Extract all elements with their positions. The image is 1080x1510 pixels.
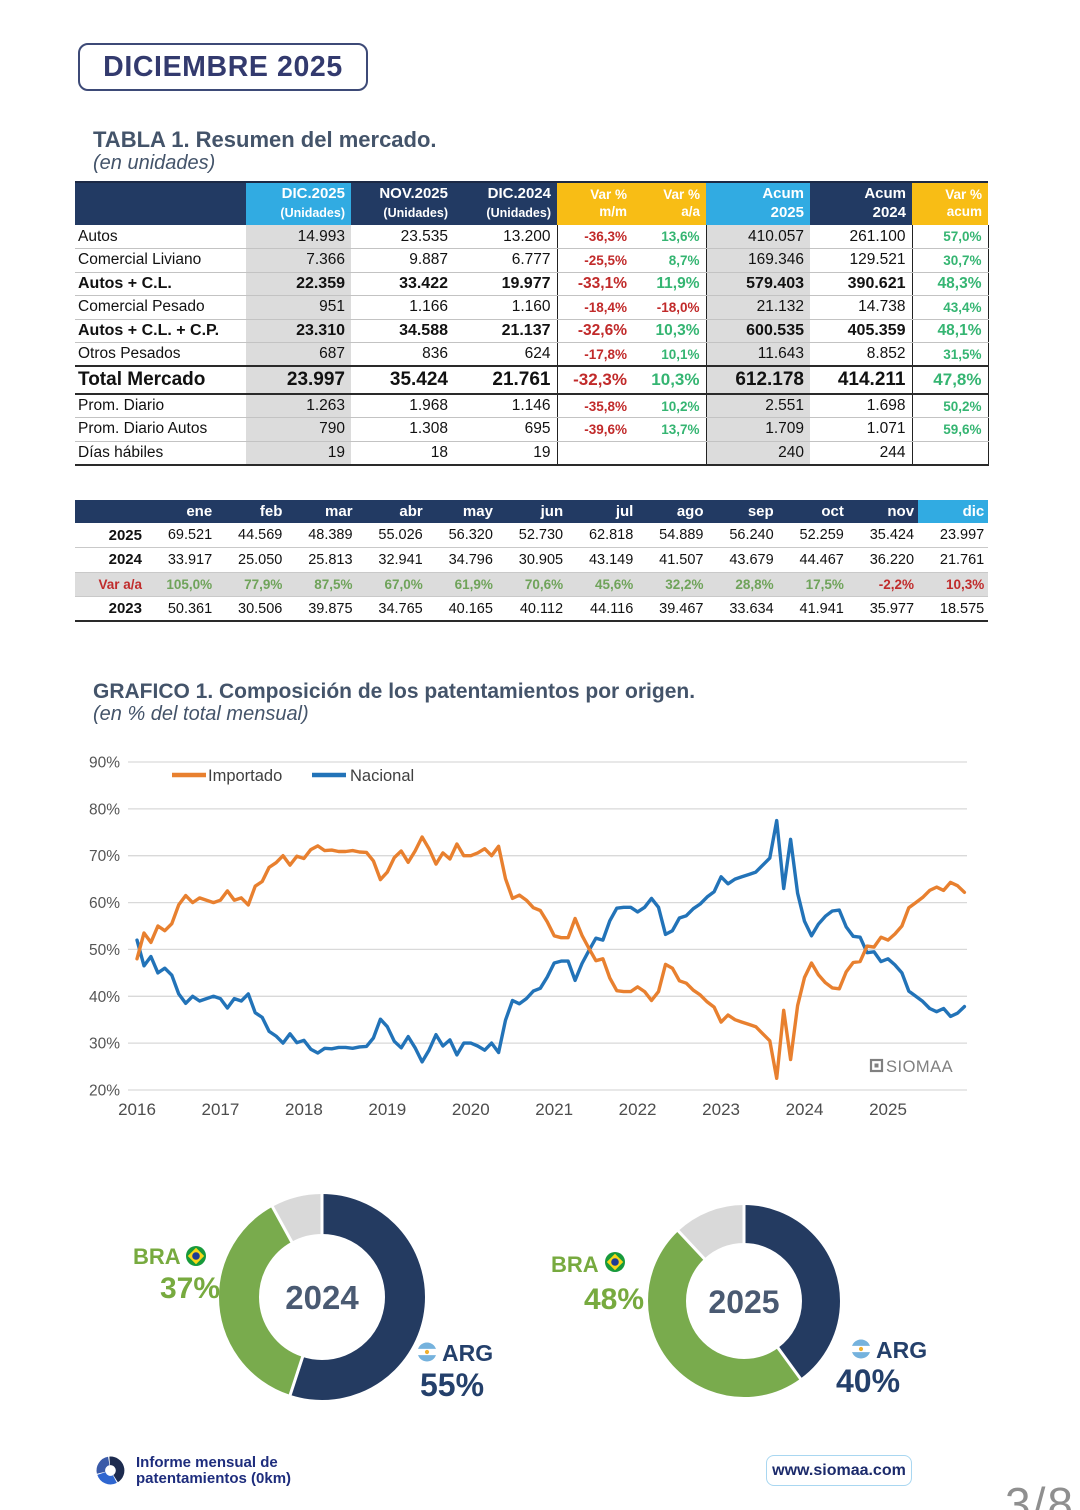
svg-text:2025: 2025 (869, 1100, 907, 1119)
svg-text:ARG: ARG (442, 1340, 493, 1366)
svg-text:40%: 40% (836, 1363, 900, 1399)
svg-text:2025: 2025 (708, 1284, 779, 1320)
svg-text:37%: 37% (160, 1272, 220, 1305)
svg-text:2023: 2023 (702, 1100, 740, 1119)
svg-text:60%: 60% (89, 895, 120, 912)
svg-text:2024: 2024 (285, 1279, 359, 1316)
svg-text:2018: 2018 (285, 1100, 323, 1119)
svg-text:20%: 20% (89, 1083, 120, 1100)
svg-text:2020: 2020 (452, 1100, 490, 1119)
svg-text:2021: 2021 (535, 1100, 573, 1119)
svg-text:2016: 2016 (118, 1100, 156, 1119)
svg-text:80%: 80% (89, 801, 120, 818)
svg-text:BRA: BRA (551, 1252, 599, 1277)
svg-text:90%: 90% (89, 755, 120, 772)
svg-text:50%: 50% (89, 942, 120, 959)
svg-text:40%: 40% (89, 989, 120, 1006)
svg-text:2024: 2024 (786, 1100, 824, 1119)
svg-text:70%: 70% (89, 848, 120, 865)
svg-text:2022: 2022 (619, 1100, 657, 1119)
svg-text:30%: 30% (89, 1036, 120, 1053)
svg-text:SIOMAA: SIOMAA (886, 1058, 953, 1076)
svg-text:BRA: BRA (133, 1244, 181, 1269)
svg-text:Nacional: Nacional (350, 767, 414, 785)
svg-text:ARG: ARG (876, 1337, 927, 1363)
svg-text:2019: 2019 (368, 1100, 406, 1119)
svg-text:Importado: Importado (208, 767, 282, 785)
svg-text:48%: 48% (584, 1283, 644, 1316)
svg-text:2017: 2017 (201, 1100, 239, 1119)
svg-text:55%: 55% (420, 1367, 484, 1403)
